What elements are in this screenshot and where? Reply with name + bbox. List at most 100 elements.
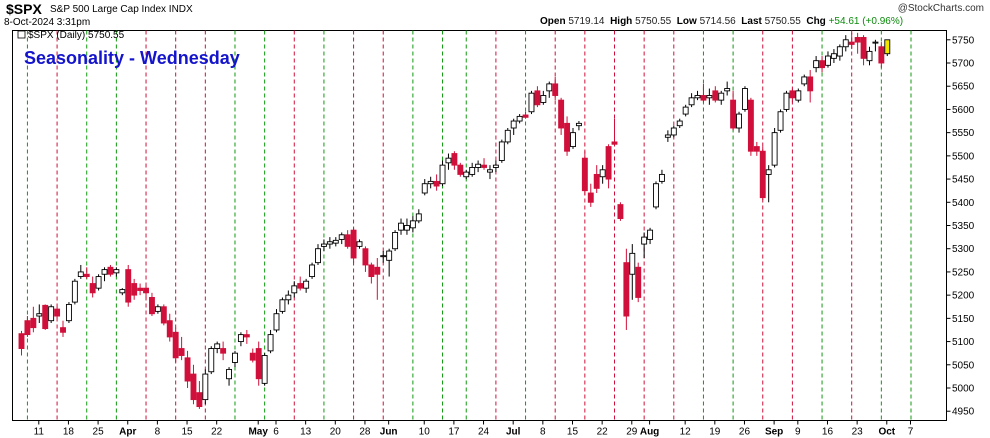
candle-body (190, 373, 197, 401)
candle (356, 239, 363, 249)
candle (658, 169, 665, 184)
x-tick-label: 20 (330, 427, 342, 438)
low-label: Low (676, 16, 697, 27)
candle-body (516, 115, 523, 122)
candle (759, 146, 766, 200)
candle-body (664, 134, 671, 138)
candle (469, 162, 476, 177)
candle-body (830, 53, 837, 59)
candle (315, 244, 321, 265)
x-tick-label: 15 (181, 427, 193, 438)
candle-body (552, 83, 559, 96)
candle-body (558, 99, 565, 129)
candle-body (445, 157, 452, 164)
candle-body (374, 266, 381, 275)
candle-body (154, 306, 161, 312)
candle (113, 267, 120, 277)
candle-body (83, 273, 90, 278)
x-tick-label: 18 (63, 427, 75, 438)
candle-body (196, 392, 203, 408)
candle (297, 276, 304, 291)
candle (682, 104, 689, 117)
candle-body (866, 50, 873, 62)
candle-body (848, 41, 855, 45)
candle-body (528, 92, 535, 113)
candle-body (801, 76, 808, 85)
candle (95, 274, 102, 291)
candle-body (232, 352, 238, 363)
candle-body (54, 308, 61, 317)
x-tick-label: 12 (680, 427, 692, 438)
chart-legend: $SPX (Daily) 5750.55 (28, 30, 125, 41)
candle (154, 304, 161, 314)
plot-area (12, 30, 947, 421)
candle (320, 239, 327, 252)
candle-body (771, 132, 778, 166)
candle (77, 264, 84, 279)
x-tick-label: Apr (119, 427, 136, 438)
candle (789, 88, 796, 103)
candle-body (510, 120, 517, 129)
candle (694, 90, 701, 101)
candle-body (635, 266, 642, 298)
candle-body (344, 234, 351, 247)
candle (202, 369, 209, 405)
candle (712, 86, 719, 103)
candle-body (421, 183, 428, 194)
x-tick-label: 6 (273, 427, 279, 438)
candle (249, 348, 256, 363)
candle-body (18, 333, 25, 349)
candle-body (647, 229, 654, 240)
candle (765, 165, 772, 203)
candle-body (623, 262, 630, 317)
candle (635, 262, 642, 303)
y-tick-label: 5150 (952, 314, 975, 325)
candle (641, 232, 648, 258)
quote-date: 8-Oct-2024 3:31pm (4, 17, 91, 28)
candle-body (291, 285, 298, 294)
candle-body (670, 127, 677, 136)
candle (736, 111, 742, 133)
candle (492, 160, 499, 173)
candle-body (730, 99, 737, 129)
candle (777, 109, 784, 133)
candle (747, 97, 754, 156)
candle (771, 128, 778, 168)
candle-body (860, 37, 867, 59)
candle-body (765, 169, 772, 175)
candle (42, 304, 49, 330)
candle-body (712, 90, 719, 101)
candle-body (172, 331, 179, 359)
y-tick-label: 5500 (952, 151, 975, 162)
candle (214, 341, 221, 354)
candle-body (214, 343, 221, 349)
last-label: Last (741, 16, 762, 27)
candle (273, 309, 280, 333)
candle-body (653, 183, 659, 208)
y-tick-label: 5750 (952, 35, 975, 46)
x-tick-label: 25 (93, 427, 105, 438)
legend-swatch (17, 30, 26, 39)
candle-body (884, 39, 891, 55)
candle-body (724, 88, 731, 92)
x-tick-label: 17 (448, 427, 460, 438)
index-name: S&P 500 Large Cap Index INDX (50, 4, 193, 15)
candle (498, 139, 505, 163)
candle (552, 76, 559, 101)
candle (404, 218, 410, 235)
candle-body (777, 111, 784, 131)
candle-body (522, 114, 529, 118)
low-value: 5714.56 (699, 16, 736, 27)
y-tick-label: 5650 (952, 82, 975, 93)
candle-body (439, 164, 446, 185)
candle-body (819, 60, 825, 69)
candle (487, 165, 493, 180)
candle (362, 246, 369, 272)
y-tick-label: 5600 (952, 105, 975, 116)
candle-body (463, 171, 470, 178)
candle-body (658, 173, 665, 182)
candle-body (392, 232, 399, 250)
candle (819, 56, 825, 73)
candle (326, 237, 333, 249)
candle (587, 183, 594, 207)
